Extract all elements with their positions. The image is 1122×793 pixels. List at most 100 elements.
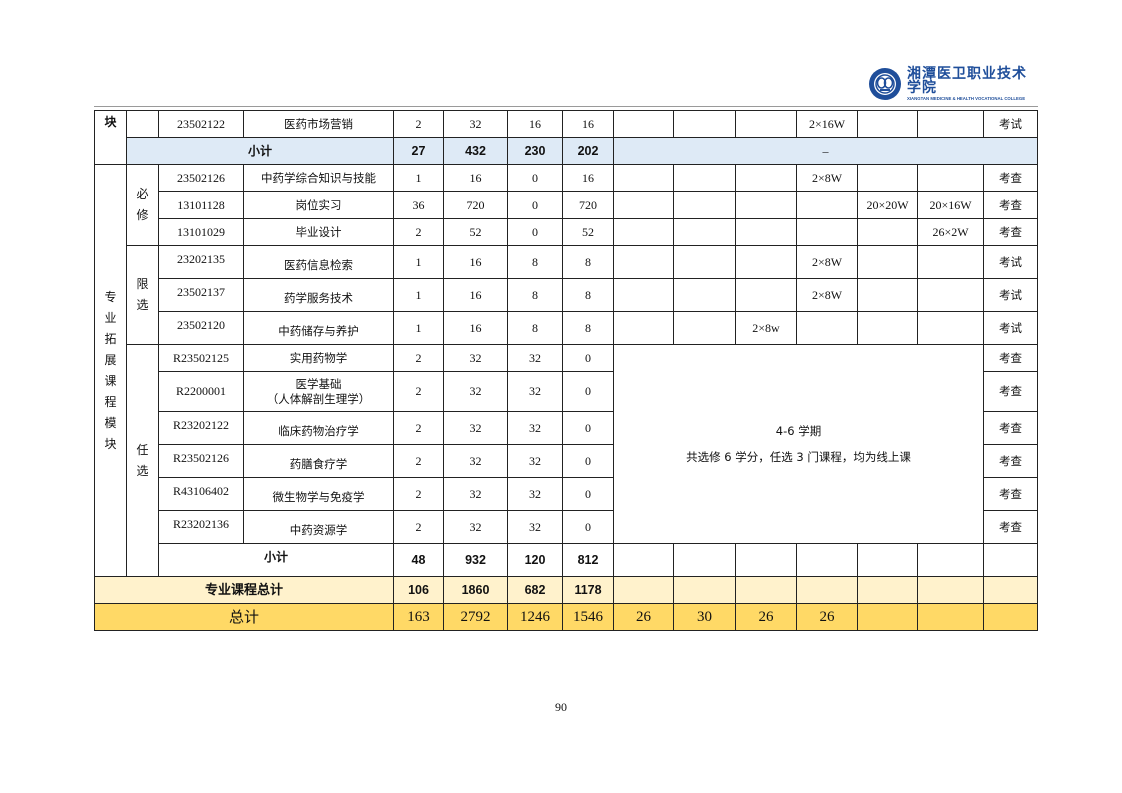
total-hours: 32: [443, 510, 508, 544]
course-code: 13101029: [158, 218, 244, 246]
group-label: 必修: [126, 164, 159, 246]
course-code: 23502126: [158, 164, 244, 192]
course-name-line2: （人体解剖生理学）: [266, 391, 371, 406]
semester-3-cell: [735, 191, 797, 219]
practice-hours: 16: [562, 164, 614, 192]
course-name: 中药资源学: [243, 510, 394, 544]
semester-2-cell: [673, 191, 736, 219]
empty-cell: [796, 576, 858, 604]
module-subtotal-theory: 120: [507, 543, 563, 577]
practice-hours: 52: [562, 218, 614, 246]
empty-cell: [735, 576, 797, 604]
semester-6-cell: [917, 164, 984, 192]
exam-type: 考查: [983, 218, 1038, 246]
total-hours: 32: [443, 344, 508, 372]
semester-5-cell: [857, 218, 918, 246]
professional-total-credits: 106: [393, 576, 444, 604]
professional-total-row: 专业课程总计 106 1860 682 1178: [94, 576, 1038, 604]
semester-6-cell: [917, 278, 984, 312]
empty-cell: [983, 576, 1038, 604]
course-code: 23502120: [158, 311, 244, 345]
college-name-en: XIANGTAN MEDICINE & HEALTH VOCATIONAL CO…: [907, 95, 1026, 101]
theory-hours: 32: [507, 510, 563, 544]
empty-cell: [613, 543, 674, 577]
semester-5-cell: [857, 278, 918, 312]
empty-cell: [796, 543, 858, 577]
exam-type: 考试: [983, 110, 1038, 138]
semester-3-cell: 2×8w: [735, 311, 797, 345]
group-label-text: 任选: [136, 442, 149, 478]
theory-hours: 32: [507, 371, 563, 412]
practice-hours: 0: [562, 444, 614, 478]
semester-4-cell: [796, 218, 858, 246]
total-hours: 52: [443, 218, 508, 246]
total-hours: 32: [443, 444, 508, 478]
exam-type: 考查: [983, 164, 1038, 192]
table-row: 专业拓展课程模块 必修 23502126 中药学综合知识与技能 1 16 0 16 2×8W 考查: [94, 164, 1038, 577]
course-code: R23202122: [158, 411, 244, 445]
course-name: 药膳食疗学: [243, 444, 394, 478]
course-code: 13101128: [158, 191, 244, 219]
practice-hours: 720: [562, 191, 614, 219]
course-name-line1: 医学基础: [295, 376, 342, 391]
college-emblem-icon: [869, 68, 901, 100]
table-row: R43106402 微生物学与免疫学 2 32 32 0 考查: [95, 477, 1038, 511]
theory-hours: 16: [507, 110, 563, 138]
subtotal-credits: 27: [393, 137, 444, 165]
elective-note: 4-6 学期 共选修 6 学分，任选 3 门课程，均为线上课: [615, 418, 983, 470]
semester-1-cell: [613, 311, 674, 345]
exam-type: 考试: [983, 278, 1038, 312]
subtotal-practice: 202: [562, 137, 614, 165]
course-name: 微生物学与免疫学: [243, 477, 394, 511]
exam-type: 考查: [983, 477, 1038, 511]
semester-3-cell: [735, 110, 797, 138]
exam-type: 考查: [983, 191, 1038, 219]
subtotal-label: 小计: [126, 137, 394, 165]
module-subtotal-total: 932: [443, 543, 508, 577]
practice-hours: 0: [562, 344, 614, 372]
subtotal-row: 小计 27 432 230 202–: [95, 137, 1038, 165]
professional-total-theory: 682: [507, 576, 563, 604]
theory-hours: 32: [507, 411, 563, 445]
semester-6-cell: [917, 311, 984, 345]
subtotal-total: 432: [443, 137, 508, 165]
theory-hours: 8: [507, 245, 563, 279]
grand-total-semester-3: 26: [735, 603, 797, 631]
course-name: 中药学综合知识与技能: [243, 164, 394, 192]
course-code: R23202136: [158, 510, 244, 544]
header-rule: [94, 106, 1038, 107]
credits: 2: [393, 444, 444, 478]
credits: 36: [393, 191, 444, 219]
table-row: R23202136 中药资源学 2 32 32 0 考查: [95, 510, 1038, 544]
course-name: 医药市场营销: [243, 110, 394, 138]
grand-total-semester-4: 26: [796, 603, 858, 631]
table-row: 23502137 药学服务技术 1 16 8 8 2×8W 考试: [95, 278, 1038, 312]
course-code: 23502137: [158, 278, 244, 312]
course-code: R23502126: [158, 444, 244, 478]
total-hours: 32: [443, 411, 508, 445]
credits: 2: [393, 411, 444, 445]
table-row: 块 23502122 医药市场营销 2 32 16 16 2×16W 考试: [94, 110, 1038, 165]
semester-5-cell: [857, 110, 918, 138]
theory-hours: 32: [507, 344, 563, 372]
grand-total-row: 总计 163 2792 1246 1546 26 30 26 26: [94, 603, 1038, 631]
grand-total-total: 2792: [443, 603, 508, 631]
page-number: 90: [555, 700, 567, 714]
course-name: 实用药物学: [243, 344, 394, 372]
total-hours: 32: [443, 110, 508, 138]
semester-4-cell: 2×8W: [796, 245, 858, 279]
semester-1-cell: [613, 164, 674, 192]
semester-3-cell: [735, 245, 797, 279]
semester-6-cell: 20×16W: [917, 191, 984, 219]
total-hours: 16: [443, 164, 508, 192]
empty-cell: [983, 543, 1038, 577]
grand-total-semester-2: 30: [673, 603, 736, 631]
course-name: 医药信息检索: [243, 245, 394, 279]
module-label-tail: 块: [94, 110, 127, 165]
module-subtotal-practice: 812: [562, 543, 614, 577]
semester-6-cell: [917, 245, 984, 279]
theory-hours: 32: [507, 477, 563, 511]
empty-cell: [917, 543, 984, 577]
total-hours: 16: [443, 278, 508, 312]
professional-total-total: 1860: [443, 576, 508, 604]
